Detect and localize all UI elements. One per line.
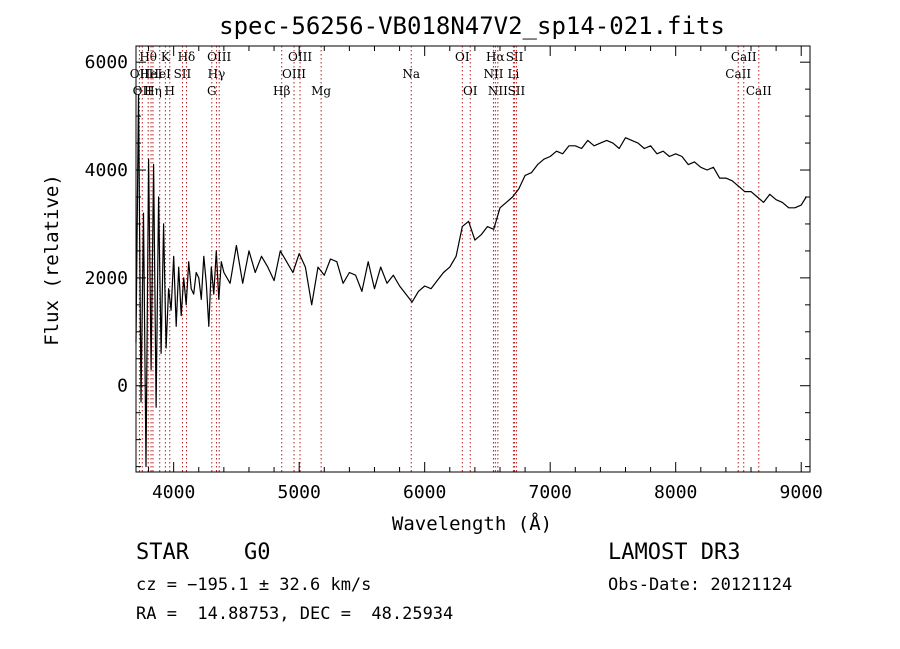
y-tick-label: 0 xyxy=(117,376,128,397)
observation-date: Obs-Date: 20121124 xyxy=(608,575,793,595)
emission-line-label: HeI xyxy=(140,67,163,81)
emission-line-label: Hδ xyxy=(178,50,196,64)
emission-line-label: K xyxy=(161,50,171,64)
x-axis-label: Wavelength (Å) xyxy=(392,512,552,535)
y-axis-label: Flux (relative) xyxy=(41,174,63,346)
object-subclass: G0 xyxy=(244,540,271,565)
emission-line-label: OI xyxy=(463,84,478,98)
emission-line-label: Hθ xyxy=(139,50,157,64)
emission-line-label: SII xyxy=(508,84,526,98)
emission-line-label: OII xyxy=(133,84,153,98)
emission-line-label: HeI xyxy=(149,67,172,81)
plot-frame xyxy=(135,45,811,473)
object-class: STAR xyxy=(136,540,189,565)
x-tick-label: 5000 xyxy=(277,482,320,503)
emission-line-label: NII xyxy=(483,67,503,81)
coordinates-readout: RA = 14.88753, DEC = 48.25934 xyxy=(136,604,454,624)
emission-line-label: Hα xyxy=(486,50,505,64)
emission-line-label: CaII xyxy=(725,67,751,81)
emission-line-label: G xyxy=(207,84,217,98)
emission-line-label: Na xyxy=(402,67,420,81)
emission-line-label: OIII xyxy=(288,50,312,64)
emission-line-label: NII xyxy=(488,84,508,98)
emission-line-label: SII xyxy=(174,67,192,81)
emission-line-label: CaII xyxy=(746,84,772,98)
chart-title: spec-56256-VB018N47V2_sp14-021.fits xyxy=(219,12,725,40)
emission-line-label: H xyxy=(165,84,175,98)
x-tick-label: 4000 xyxy=(152,482,195,503)
emission-line-label: OIII xyxy=(207,50,231,64)
x-tick-label: 7000 xyxy=(529,482,572,503)
emission-line-label: Hγ xyxy=(208,67,226,81)
y-tick-label: 4000 xyxy=(85,160,128,181)
emission-line-label: Li xyxy=(508,67,520,81)
emission-line-label: Hη xyxy=(144,84,162,98)
emission-line-label: OIII xyxy=(282,67,306,81)
x-tick-label: 8000 xyxy=(654,482,697,503)
survey-name: LAMOST DR3 xyxy=(608,540,741,565)
emission-line-label: Hβ xyxy=(273,84,290,98)
emission-line-label: Mg xyxy=(311,84,331,98)
emission-line-label: OI xyxy=(455,50,470,64)
spectrum-series-line xyxy=(135,93,807,468)
plot-area: OII OII Hθ HeI Hη HeI K H SII Hδ G Hγ OIII Hβ OIII OIII… xyxy=(85,45,823,503)
x-tick-label: 6000 xyxy=(403,482,446,503)
redshift-readout: cz = −195.1 ± 32.6 km/s xyxy=(136,575,372,595)
emission-line-label: OII xyxy=(130,67,150,81)
y-tick-label: 6000 xyxy=(85,52,128,73)
emission-line-label: CaII xyxy=(731,50,757,64)
x-tick-label: 9000 xyxy=(780,482,823,503)
emission-line-label: SII xyxy=(506,50,524,64)
y-tick-label: 2000 xyxy=(85,268,128,289)
